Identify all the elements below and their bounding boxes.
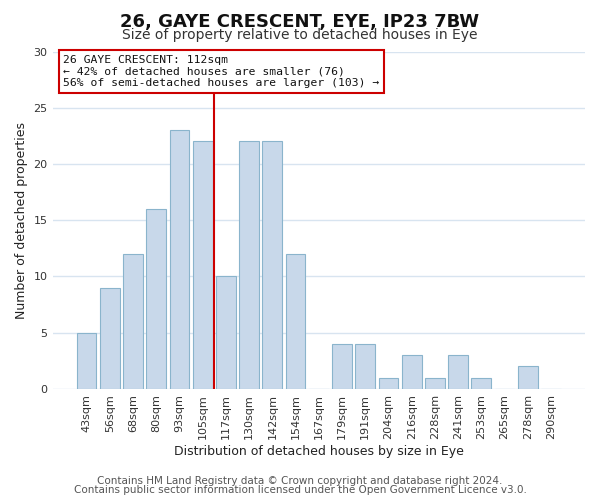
Bar <box>448 355 468 389</box>
Bar <box>146 209 166 389</box>
Bar <box>170 130 190 389</box>
Text: 26 GAYE CRESCENT: 112sqm
← 42% of detached houses are smaller (76)
56% of semi-d: 26 GAYE CRESCENT: 112sqm ← 42% of detach… <box>63 55 379 88</box>
Text: 26, GAYE CRESCENT, EYE, IP23 7BW: 26, GAYE CRESCENT, EYE, IP23 7BW <box>121 12 479 30</box>
Text: Contains HM Land Registry data © Crown copyright and database right 2024.: Contains HM Land Registry data © Crown c… <box>97 476 503 486</box>
Bar <box>262 142 282 389</box>
Text: Size of property relative to detached houses in Eye: Size of property relative to detached ho… <box>122 28 478 42</box>
Bar <box>379 378 398 389</box>
Text: Contains public sector information licensed under the Open Government Licence v3: Contains public sector information licen… <box>74 485 526 495</box>
Bar <box>332 344 352 389</box>
Bar <box>77 332 97 389</box>
Bar <box>518 366 538 389</box>
Bar <box>123 254 143 389</box>
Bar <box>216 276 236 389</box>
Bar <box>402 355 422 389</box>
Bar <box>286 254 305 389</box>
Y-axis label: Number of detached properties: Number of detached properties <box>15 122 28 318</box>
Bar <box>100 288 119 389</box>
Bar <box>425 378 445 389</box>
Bar <box>355 344 375 389</box>
X-axis label: Distribution of detached houses by size in Eye: Distribution of detached houses by size … <box>174 444 464 458</box>
Bar <box>472 378 491 389</box>
Bar <box>193 142 212 389</box>
Bar <box>239 142 259 389</box>
